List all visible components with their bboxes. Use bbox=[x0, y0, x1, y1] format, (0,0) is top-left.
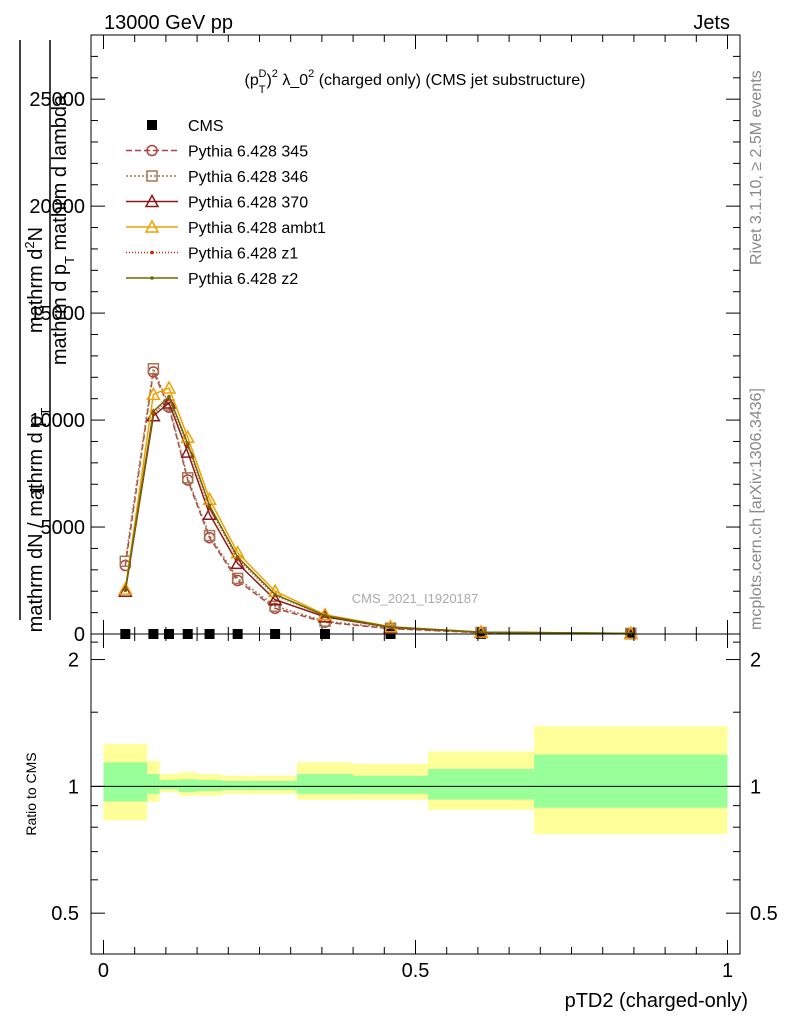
marker-dot bbox=[150, 250, 154, 255]
marker-triangle bbox=[118, 581, 133, 595]
marker-triangle bbox=[118, 583, 133, 597]
marker-triangle bbox=[230, 555, 245, 570]
main-title: (pTD)2 λ_02 (charged only) (CMS jet subs… bbox=[245, 68, 586, 96]
legend-label: Pythia 6.428 z1 bbox=[188, 246, 298, 263]
mcplots-label: mcplots.cern.ch [arXiv:1306.3436] bbox=[748, 388, 765, 630]
y-tick-label: 5000 bbox=[41, 517, 86, 539]
legend: CMS Pythia 6.428 345 Pythia 6.428 346 Pythi… bbox=[126, 118, 326, 288]
ratio-band-inner bbox=[147, 773, 160, 794]
marker-dot bbox=[273, 592, 277, 597]
marker-square bbox=[181, 472, 194, 484]
x-tick-label: 1 bbox=[722, 960, 733, 982]
marker-circle bbox=[146, 144, 158, 157]
ratio-band-inner bbox=[296, 773, 354, 794]
marker-triangle bbox=[161, 380, 177, 394]
ratio-band-inner bbox=[534, 754, 728, 808]
marker-triangle bbox=[267, 592, 283, 606]
y-tick-label: 0 bbox=[74, 624, 85, 646]
legend-entry: CMS bbox=[147, 118, 224, 135]
ratio-y-axis: 0.5 0.5 1 1 2 2 bbox=[51, 641, 778, 925]
y-label-one: 1 bbox=[27, 484, 49, 495]
marker-square bbox=[203, 529, 216, 542]
y-label-numerator: mathrm d2N bbox=[22, 227, 47, 333]
x-axis-label: pTD2 (charged-only) bbox=[565, 990, 748, 1012]
main-y-label: 1 mathrm d2N mathrm d pT mathrm d lambda… bbox=[19, 40, 77, 633]
marker-dot bbox=[185, 441, 190, 446]
header-right: Jets bbox=[693, 12, 730, 34]
legend-swatch bbox=[147, 120, 157, 130]
y-tick-label: 10000 bbox=[29, 410, 85, 432]
main-y-axis: 0 5000 10000 15000 20000 25000 bbox=[29, 55, 740, 646]
ratio-y-tick-label: 2 bbox=[68, 650, 79, 672]
marker-dot bbox=[151, 409, 156, 414]
marker-triangle bbox=[144, 219, 160, 233]
legend-entry: Pythia 6.428 370 bbox=[126, 193, 308, 212]
ratio-x-axis: 0 0.5 1 bbox=[98, 634, 733, 982]
marker-square bbox=[231, 572, 244, 585]
legend-entry: Pythia 6.428 z2 bbox=[126, 271, 298, 288]
legend-label: Pythia 6.428 370 bbox=[188, 195, 308, 212]
ratio-y-tick-label: 0.5 bbox=[51, 903, 79, 925]
ratio-band-inner bbox=[253, 780, 297, 791]
ratio-y-tick-label-right: 2 bbox=[750, 650, 761, 672]
ratio-bands bbox=[103, 726, 728, 835]
ratio-y-label: Ratio to CMS bbox=[23, 752, 39, 835]
marker-dot bbox=[628, 631, 633, 636]
y-label-normalisation: mathrm dN / mathrm d pT bbox=[25, 408, 53, 633]
marker-triangle bbox=[146, 386, 161, 401]
series-pythia-6-428-z2 bbox=[123, 394, 633, 636]
ratio-y-tick-label-right: 1 bbox=[750, 776, 761, 798]
marker-triangle bbox=[202, 506, 217, 520]
marker-square bbox=[146, 170, 158, 182]
marker-dot bbox=[207, 503, 212, 508]
ratio-band-inner bbox=[197, 780, 223, 792]
legend-label: Pythia 6.428 346 bbox=[188, 169, 308, 186]
main-x-ticks bbox=[102, 35, 729, 634]
marker-square bbox=[269, 600, 281, 612]
ratio-band-inner bbox=[427, 768, 535, 800]
y-tick-label: 20000 bbox=[29, 196, 85, 218]
marker-dot bbox=[235, 555, 240, 559]
legend-entry: Pythia 6.428 ambt1 bbox=[126, 219, 326, 237]
y-label-denominator: mathrm d pT mathrm d lambda bbox=[49, 94, 77, 365]
watermark: CMS_2021_I1920187 bbox=[352, 591, 479, 606]
ratio-band-inner bbox=[353, 775, 428, 794]
ratio-panel: 0.5 0.51 12 2 0 0.5 1 Ratio to CMS pTD2 (char… bbox=[23, 633, 778, 1012]
y-tick-label: 15000 bbox=[29, 303, 85, 325]
ratio-band-inner bbox=[159, 780, 179, 790]
legend-label: Pythia 6.428 ambt1 bbox=[188, 220, 326, 237]
ratio-band-inner bbox=[103, 762, 148, 802]
ratio-band-inner bbox=[178, 779, 198, 792]
marker-dot bbox=[150, 276, 154, 280]
legend-label: Pythia 6.428 z2 bbox=[188, 271, 298, 288]
x-tick-label: 0 bbox=[98, 960, 109, 982]
main-panel: CMS_2021_I1920187 0 5000 10000 15000 20000 25… bbox=[19, 34, 741, 646]
main-series-group bbox=[118, 362, 639, 640]
rivet-label: Rivet 3.1.10, ≥ 2.5M events bbox=[748, 70, 765, 265]
legend-entry: Pythia 6.428 345 bbox=[126, 144, 308, 161]
header-left: 13000 GeV pp bbox=[104, 12, 233, 34]
marker-dot bbox=[323, 613, 327, 618]
marker-dot bbox=[167, 394, 171, 399]
x-tick-label: 0.5 bbox=[402, 960, 430, 982]
ratio-band-inner bbox=[222, 780, 254, 791]
ratio-y-tick-label: 1 bbox=[68, 776, 79, 798]
marker-triangle bbox=[144, 193, 160, 208]
marker-square bbox=[147, 362, 160, 375]
marker-dot bbox=[479, 630, 483, 634]
y-tick-label: 25000 bbox=[29, 89, 85, 111]
marker-dot bbox=[123, 588, 128, 592]
legend-label: CMS bbox=[188, 118, 224, 135]
ratio-y-tick-label-right: 0.5 bbox=[750, 903, 778, 925]
legend-label: Pythia 6.428 345 bbox=[188, 144, 308, 161]
marker-dot bbox=[388, 625, 393, 629]
legend-entry: Pythia 6.428 346 bbox=[126, 169, 308, 186]
legend-entry: Pythia 6.428 z1 bbox=[126, 246, 298, 263]
